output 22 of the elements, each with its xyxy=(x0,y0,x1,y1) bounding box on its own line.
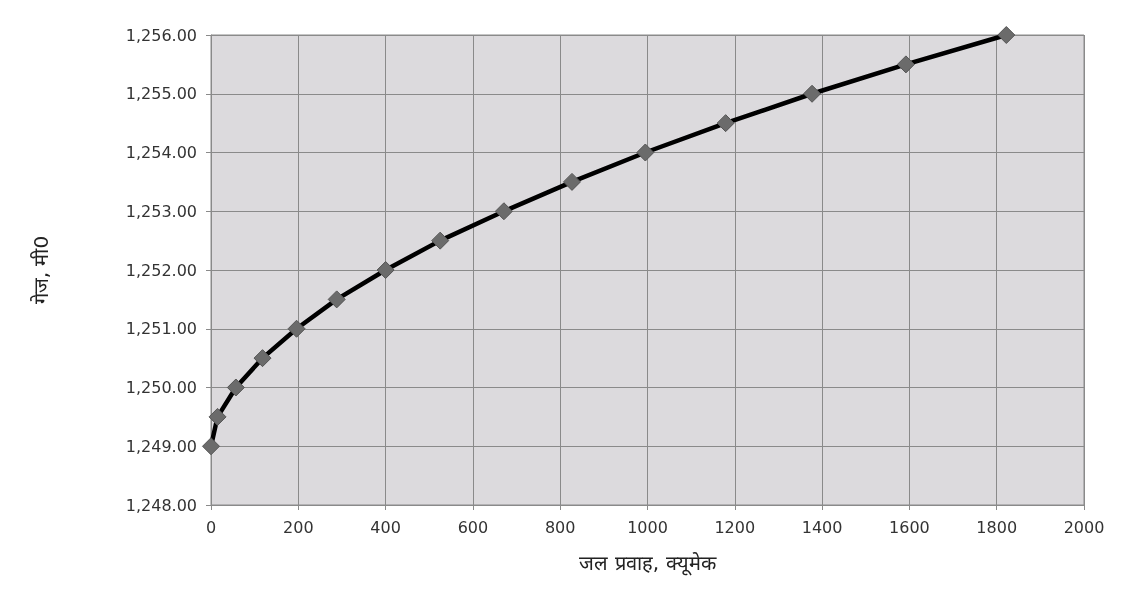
x-tick-label: 800 xyxy=(544,517,576,537)
y-tick-label: 1,254.00 xyxy=(125,143,197,162)
y-tick-label: 1,256.00 xyxy=(125,25,197,45)
y-tick-label: 1,250.00 xyxy=(125,378,197,397)
x-axis-title: जल प्रवाह, क्यूमेक xyxy=(579,551,717,576)
y-tick-label: 1,252.00 xyxy=(125,260,197,280)
y-axis-title: गेज, मी0 xyxy=(29,235,53,305)
x-tick-label: 1400 xyxy=(801,517,843,537)
x-tick-label: 2000 xyxy=(1063,517,1105,537)
y-tick-label: 1,249.00 xyxy=(125,436,197,456)
x-tick-label: 1600 xyxy=(889,517,930,537)
x-tick-label: 400 xyxy=(370,517,401,537)
x-tick-label: 1800 xyxy=(976,517,1018,537)
y-tick-label: 1,253.00 xyxy=(125,201,197,221)
x-tick-label: 1200 xyxy=(714,517,756,537)
x-tick-label: 200 xyxy=(283,517,314,537)
x-tick-label: 0 xyxy=(205,517,217,537)
x-tick-label: 1000 xyxy=(627,517,668,537)
y-tick-label: 1,255.00 xyxy=(125,84,197,104)
y-tick-label: 1,248.00 xyxy=(125,495,197,515)
x-tick-label: 600 xyxy=(457,517,489,537)
y-tick-label: 1,251.00 xyxy=(125,319,197,339)
